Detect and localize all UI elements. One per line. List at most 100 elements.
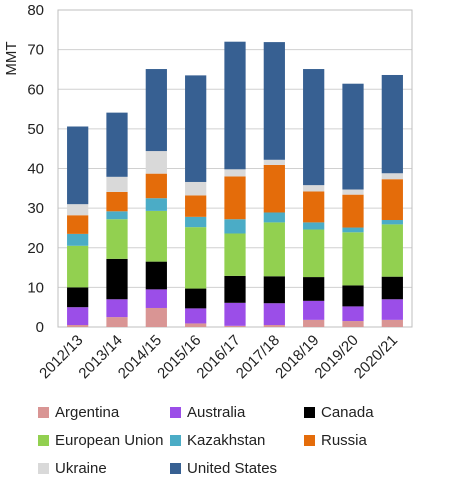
bar-segment-european-union [224,233,246,276]
legend-swatch [38,435,49,446]
y-axis-label: MMT [3,41,20,75]
bar-segment-european-union [145,210,167,262]
y-tick-label: 10 [27,279,44,296]
bar-segment-kazakhstan [224,219,246,234]
bar-segment-russia [145,173,167,199]
bar-segment-european-union [185,227,207,289]
bar-segment-canada [381,276,403,300]
bar-segment-russia [263,164,285,213]
legend-label: Kazakhstan [187,432,266,449]
legend-swatch [304,435,315,446]
bar-segment-australia [106,299,128,318]
y-tick-label: 40 [27,161,44,178]
bar-segment-united-states [224,41,246,170]
bar-segment-united-states [381,74,403,174]
bar-segment-kazakhstan [303,222,325,230]
legend-swatch [170,407,181,418]
bar-segment-australia [224,302,246,326]
y-tick-label: 50 [27,121,44,138]
bar-segment-united-states [342,83,364,190]
bar-segment-canada [106,258,128,300]
bar-segment-canada [263,276,285,304]
bar-segment-european-union [342,232,364,286]
legend-label: Ukraine [55,460,107,477]
bar-segment-argentina [106,317,128,327]
bar-segment-european-union [381,224,403,277]
bar-segment-russia [342,194,364,228]
legend-swatch [38,407,49,418]
chart-svg: 01020304050607080MMT2012/132013/142014/1… [3,2,413,382]
bar-segment-russia [381,179,403,221]
bar-segment-united-states [263,42,285,160]
legend-swatch [304,407,315,418]
bar-segment-ukraine [342,189,364,195]
legend-label: European Union [55,432,164,449]
legend-swatch [170,435,181,446]
bar-segment-kazakhstan [145,198,167,211]
bar-segment-argentina [185,323,207,327]
bar-segment-european-union [106,219,128,259]
bar-segment-russia [67,215,89,234]
legend-label: Australia [187,404,246,421]
bar-segment-canada [185,288,207,309]
bar-segment-australia [67,307,89,326]
legend-item: Canada [304,404,374,421]
bar-segment-united-states [185,75,207,182]
bar-segment-argentina [381,319,403,327]
legend-label: United States [187,460,278,477]
bar-segment-canada [67,287,89,308]
x-tick-label: 2020/21 [351,332,401,382]
legend-item: Australia [170,404,245,421]
bar-segment-ukraine [185,181,207,196]
bar-segment-russia [185,195,207,217]
bar-segment-european-union [303,229,325,278]
bar-segment-kazakhstan [67,233,89,246]
bar-segment-canada [224,275,246,303]
bar-segment-ukraine [224,169,246,177]
bar-segment-canada [303,277,325,301]
bar-segment-european-union [263,222,285,277]
bar-segment-russia [224,176,246,220]
legend-item: Kazakhstan [170,432,265,449]
y-tick-label: 20 [27,240,44,257]
bar-segment-argentina [224,325,246,327]
bar-segment-australia [342,306,364,322]
bar-segment-argentina [263,325,285,327]
bar-segment-russia [106,191,128,212]
legend-item: Argentina [38,404,119,421]
bar-segment-ukraine [145,151,167,174]
bar-segment-argentina [145,307,167,327]
bar-segment-european-union [67,245,89,288]
legend-item: Russia [304,432,367,449]
bar-segment-ukraine [106,176,128,192]
legend-item: European Union [38,432,163,449]
y-tick-label: 70 [27,42,44,59]
y-tick-label: 80 [27,2,44,19]
y-tick-label: 30 [27,200,44,217]
bar-segment-argentina [303,319,325,327]
bar-segment-kazakhstan [263,212,285,223]
bar-segment-ukraine [263,159,285,165]
bar-segment-australia [185,308,207,324]
bar-segment-kazakhstan [381,220,403,225]
legend-label: Canada [321,404,374,421]
legend-label: Argentina [55,404,120,421]
bar-segment-australia [263,303,285,326]
legend-label: Russia [321,432,367,449]
bar-segment-kazakhstan [185,216,207,228]
bar-segment-kazakhstan [342,227,364,233]
bar-segment-kazakhstan [106,211,128,220]
bar-segment-united-states [67,126,89,205]
bar-segment-canada [342,285,364,307]
bar-segment-ukraine [381,173,403,180]
bar-segment-canada [145,261,167,290]
bar-segment-australia [303,300,325,320]
bar-segment-argentina [67,325,89,327]
legend-swatch [38,463,49,474]
bar-segment-argentina [342,321,364,327]
legend-swatch [170,463,181,474]
bar-segment-australia [145,289,167,308]
bar-segment-united-states [145,69,167,152]
bar-segment-ukraine [67,204,89,216]
